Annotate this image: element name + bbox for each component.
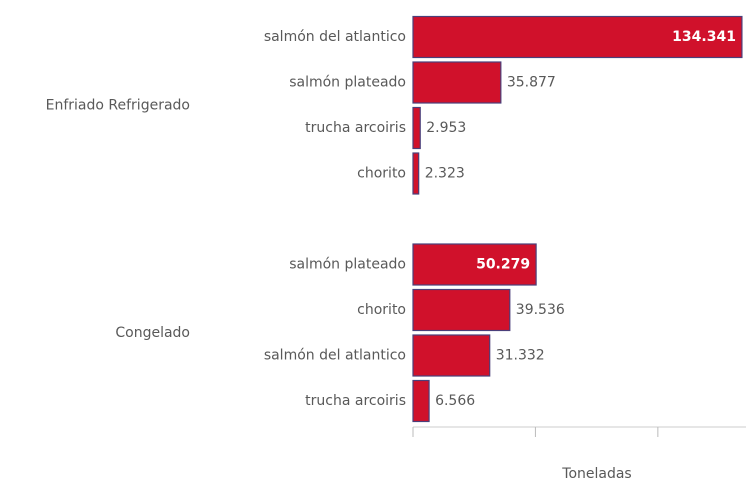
- value-label: 2.323: [425, 166, 465, 182]
- category-label: salmón del atlantico: [264, 29, 406, 45]
- bar: [412, 15, 743, 59]
- category-label: chorito: [357, 166, 406, 182]
- bar: [412, 288, 511, 332]
- value-label: 31.332: [496, 348, 545, 364]
- bar: [412, 334, 491, 377]
- bar: [412, 152, 420, 195]
- category-label: chorito: [357, 302, 406, 318]
- bar: [412, 379, 430, 423]
- bar: [412, 243, 537, 286]
- category-label: salmón del atlantico: [264, 348, 406, 364]
- category-label: salmón plateado: [289, 75, 406, 91]
- category-label: salmón plateado: [289, 257, 406, 273]
- category-label: trucha arcoiris: [305, 393, 406, 409]
- value-label: 6.566: [435, 393, 475, 409]
- value-label: 50.279: [476, 257, 530, 273]
- value-label: 2.953: [426, 120, 466, 136]
- group-label: Enfriado Refrigerado: [46, 97, 190, 113]
- value-label: 134.341: [672, 29, 736, 45]
- group-label: Congelado: [115, 325, 190, 341]
- bar: [412, 61, 502, 104]
- category-label: trucha arcoiris: [305, 120, 406, 136]
- value-label: 39.536: [516, 302, 565, 318]
- value-label: 35.877: [507, 75, 556, 91]
- bar: [412, 106, 421, 150]
- x-axis-label: Toneladas: [561, 466, 631, 482]
